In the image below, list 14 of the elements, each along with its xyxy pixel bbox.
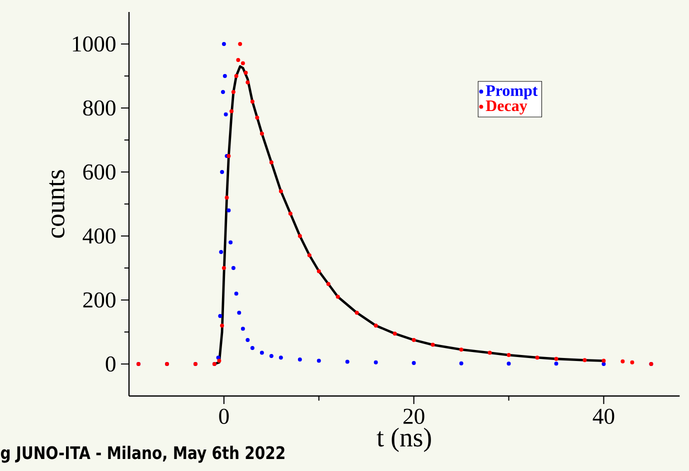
y-tick-label: 200 bbox=[83, 292, 116, 308]
legend-label: Decay bbox=[486, 100, 528, 114]
text: g JUNO-ITA - Milano, May 6th 2022 bbox=[0, 446, 284, 463]
y-axis-title: counts bbox=[49, 170, 64, 238]
y-tick-label: 0 bbox=[106, 356, 116, 372]
x-tick-label: 20 bbox=[404, 408, 424, 424]
y-tick-label: 800 bbox=[83, 100, 116, 116]
legend-label: Prompt bbox=[486, 85, 538, 100]
y-tick-label: 400 bbox=[82, 228, 116, 244]
x-axis-title: t (ns) bbox=[376, 428, 431, 452]
y-tick-label: 600 bbox=[83, 164, 116, 180]
x-tick-label: 0 bbox=[219, 408, 229, 424]
y-tick-label: 1000 bbox=[72, 36, 116, 52]
x-tick-label: 40 bbox=[592, 408, 614, 424]
